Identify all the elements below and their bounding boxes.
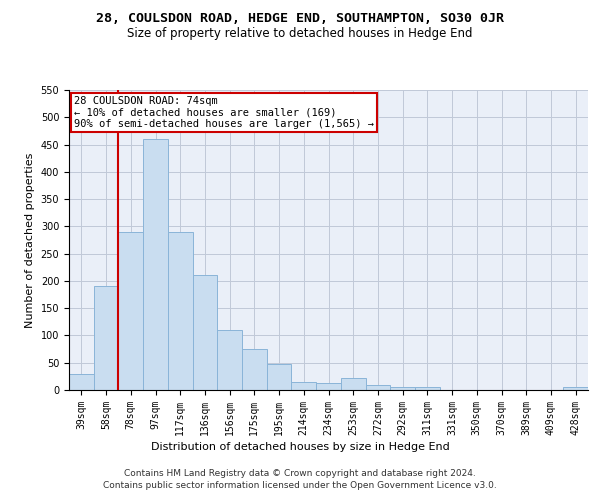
Bar (390, 386, 415, 390)
Bar (415, 388, 440, 390)
Text: Contains public sector information licensed under the Open Government Licence v3: Contains public sector information licen… (103, 481, 497, 490)
Bar (217, 330, 242, 390)
Bar (118, 232, 143, 390)
Bar (242, 349, 267, 390)
Text: Contains HM Land Registry data © Crown copyright and database right 2024.: Contains HM Land Registry data © Crown c… (124, 468, 476, 477)
Bar (292, 382, 316, 390)
Text: Size of property relative to detached houses in Hedge End: Size of property relative to detached ho… (127, 28, 473, 40)
Bar (341, 378, 365, 390)
Bar (143, 139, 168, 390)
Bar (69, 374, 94, 390)
Y-axis label: Number of detached properties: Number of detached properties (25, 152, 35, 328)
Bar (94, 286, 118, 390)
Text: 28, COULSDON ROAD, HEDGE END, SOUTHAMPTON, SO30 0JR: 28, COULSDON ROAD, HEDGE END, SOUTHAMPTO… (96, 12, 504, 26)
Text: 28 COULSDON ROAD: 74sqm
← 10% of detached houses are smaller (169)
90% of semi-d: 28 COULSDON ROAD: 74sqm ← 10% of detache… (74, 96, 374, 129)
Bar (563, 386, 588, 390)
Bar (193, 276, 217, 390)
Text: Distribution of detached houses by size in Hedge End: Distribution of detached houses by size … (151, 442, 449, 452)
Bar (168, 232, 193, 390)
Bar (365, 384, 390, 390)
Bar (316, 383, 341, 390)
Bar (267, 364, 292, 390)
